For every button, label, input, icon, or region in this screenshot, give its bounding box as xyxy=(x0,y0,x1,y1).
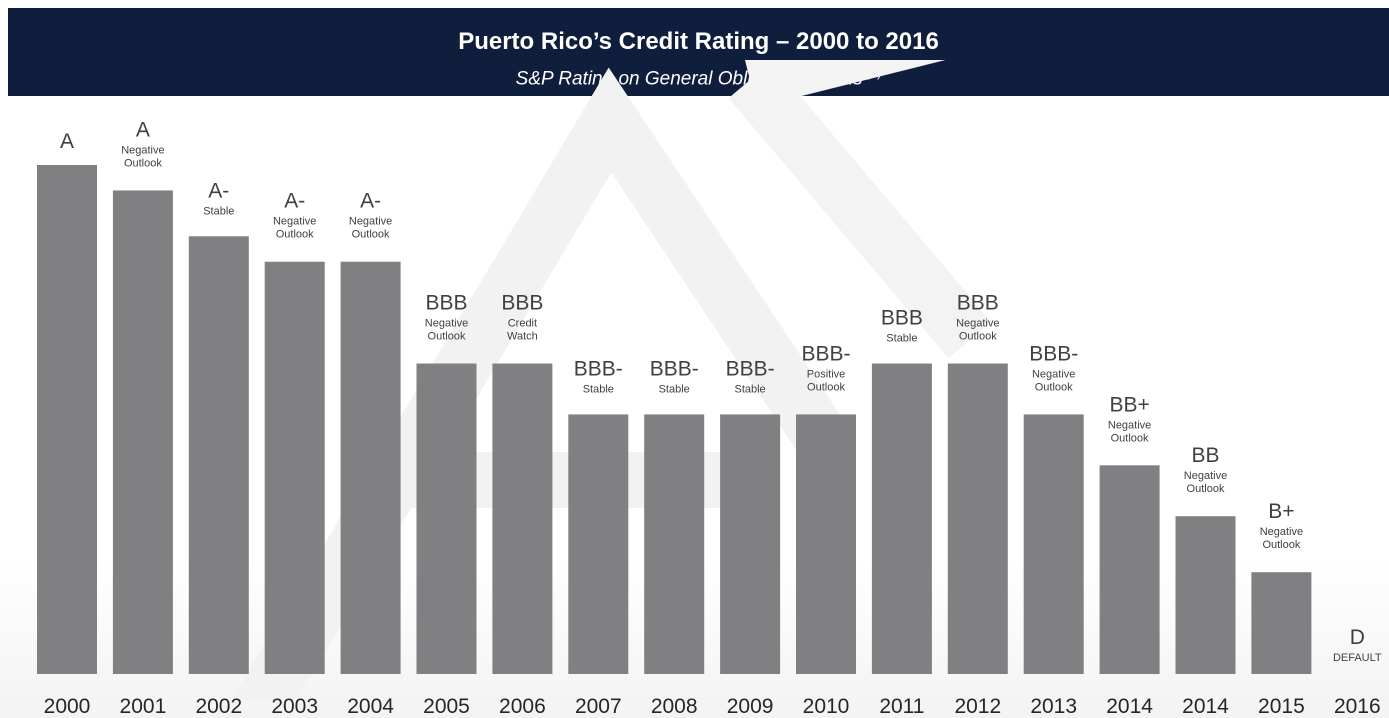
bar-4 xyxy=(340,261,401,674)
bar-6 xyxy=(492,363,553,674)
outlook-label-1-1: Outlook xyxy=(124,157,162,169)
outlook-label-6-0: Credit xyxy=(508,318,537,330)
x-tick-label-11: 2011 xyxy=(879,695,924,718)
outlook-label-12-1: Outlook xyxy=(959,331,997,343)
bar-7 xyxy=(568,414,629,674)
bar-13 xyxy=(1023,414,1084,674)
outlook-label-11-0: Stable xyxy=(886,333,917,345)
x-tick-label-13: 2013 xyxy=(1030,695,1077,718)
outlook-label-15-0: Negative xyxy=(1184,470,1227,482)
bar-5 xyxy=(416,363,477,674)
outlook-label-17-0: DEFAULT xyxy=(1333,652,1382,664)
outlook-label-10-1: Outlook xyxy=(807,381,845,393)
x-tick-label-2: 2002 xyxy=(195,695,242,718)
rating-label-16: B+ xyxy=(1268,500,1294,523)
rating-label-8: BBB- xyxy=(650,357,699,380)
rating-label-7: BBB- xyxy=(574,357,623,380)
rating-label-12: BBB xyxy=(957,292,999,315)
outlook-label-2-0: Stable xyxy=(203,205,234,217)
x-tick-label-12: 2012 xyxy=(954,695,1001,718)
x-tick-label-4: 2004 xyxy=(347,695,394,718)
x-tick-label-3: 2003 xyxy=(271,695,318,718)
rating-label-5: BBB xyxy=(425,292,467,315)
outlook-label-10-0: Positive xyxy=(807,368,846,380)
bar-12 xyxy=(947,363,1008,674)
rating-label-15: BB xyxy=(1191,444,1219,467)
bar-11 xyxy=(871,363,932,674)
x-tick-label-10: 2010 xyxy=(803,695,850,718)
rating-label-3: A- xyxy=(284,190,305,213)
outlook-label-5-0: Negative xyxy=(425,318,468,330)
rating-label-13: BBB- xyxy=(1029,342,1078,365)
rating-label-6: BBB xyxy=(501,292,543,315)
bar-10 xyxy=(796,414,856,674)
outlook-label-8-0: Stable xyxy=(659,383,690,395)
outlook-label-3-0: Negative xyxy=(273,216,316,228)
x-tick-label-0: 2000 xyxy=(44,695,91,718)
rating-label-10: BBB- xyxy=(801,342,850,365)
outlook-label-12-0: Negative xyxy=(956,318,999,330)
outlook-label-16-0: Negative xyxy=(1260,526,1303,538)
bar-9 xyxy=(720,414,781,674)
outlook-label-7-0: Stable xyxy=(583,383,614,395)
outlook-label-13-1: Outlook xyxy=(1035,381,1073,393)
outlook-label-15-1: Outlook xyxy=(1187,483,1225,495)
rating-label-2: A- xyxy=(208,179,229,202)
outlook-label-3-1: Outlook xyxy=(276,229,314,241)
chart-title: Puerto Rico’s Credit Rating – 2000 to 20… xyxy=(458,28,939,55)
rating-label-0: A xyxy=(60,130,74,153)
outlook-label-13-0: Negative xyxy=(1032,368,1075,380)
x-tick-label-14: 2014 xyxy=(1106,695,1153,718)
bar-14 xyxy=(1099,465,1160,674)
outlook-label-14-0: Negative xyxy=(1108,419,1151,431)
rating-label-14: BB+ xyxy=(1109,393,1149,416)
x-tick-label-17: 2016 xyxy=(1334,695,1381,718)
rating-label-11: BBB xyxy=(881,307,923,330)
outlook-label-14-1: Outlook xyxy=(1111,432,1149,444)
x-tick-label-5: 2005 xyxy=(423,695,470,718)
rating-label-1: A xyxy=(136,118,150,141)
bar-2 xyxy=(188,236,249,674)
bar-0 xyxy=(37,165,97,674)
x-tick-label-15: 2014 xyxy=(1182,695,1229,718)
x-tick-label-7: 2007 xyxy=(575,695,622,718)
bar-1 xyxy=(112,190,173,674)
outlook-label-16-1: Outlook xyxy=(1262,539,1300,551)
bar-15 xyxy=(1175,516,1236,674)
bar-8 xyxy=(644,414,705,674)
outlook-label-5-1: Outlook xyxy=(428,331,466,343)
outlook-label-1-0: Negative xyxy=(121,144,164,156)
rating-label-9: BBB- xyxy=(726,357,775,380)
bar-16 xyxy=(1251,572,1312,674)
x-tick-label-9: 2009 xyxy=(727,695,774,718)
bar-3 xyxy=(264,261,325,674)
x-tick-label-6: 2006 xyxy=(499,695,546,718)
rating-label-4: A- xyxy=(360,190,381,213)
x-tick-label-1: 2001 xyxy=(120,695,167,718)
x-tick-label-8: 2008 xyxy=(651,695,698,718)
rating-label-17: D xyxy=(1350,626,1365,649)
outlook-label-6-1: Watch xyxy=(507,331,538,343)
outlook-label-9-0: Stable xyxy=(734,383,765,395)
x-tick-label-16: 2015 xyxy=(1258,695,1305,718)
outlook-label-4-0: Negative xyxy=(349,216,392,228)
outlook-label-4-1: Outlook xyxy=(352,229,390,241)
